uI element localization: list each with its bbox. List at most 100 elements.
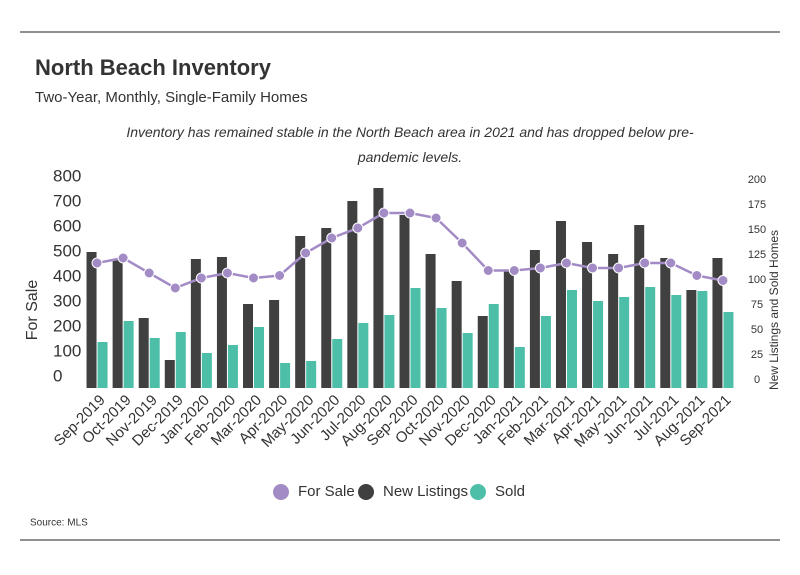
bar	[358, 323, 369, 388]
bar	[399, 215, 410, 388]
bar	[216, 257, 227, 388]
bar	[306, 361, 317, 388]
annotation: Inventory has remained stable in the Nor…	[126, 124, 694, 165]
bar	[384, 315, 395, 388]
bar	[201, 353, 212, 388]
bar	[686, 290, 697, 388]
y2-tick-label: 150	[748, 224, 766, 236]
bar	[332, 339, 343, 388]
legend-label: Sold	[495, 483, 525, 500]
point	[456, 237, 468, 249]
bar	[347, 201, 358, 388]
bar	[373, 188, 384, 388]
point	[404, 207, 416, 219]
y-tick-label: 200	[53, 316, 81, 335]
bar	[634, 225, 645, 388]
bar	[190, 259, 201, 388]
source: Source: MLS	[30, 518, 88, 529]
legend-swatch	[273, 484, 289, 500]
bar	[243, 304, 254, 388]
point	[248, 272, 260, 284]
point	[221, 267, 233, 279]
legend-label: New Listings	[383, 483, 468, 500]
bar	[97, 342, 108, 388]
bar	[112, 260, 123, 388]
bar	[123, 321, 134, 388]
point	[560, 257, 572, 269]
bar	[462, 333, 473, 388]
point	[534, 262, 546, 274]
bar	[86, 252, 97, 388]
bar	[295, 236, 306, 388]
y2-tick-label: 25	[751, 349, 763, 361]
y-tick-label: 700	[53, 191, 81, 210]
bar	[254, 327, 265, 388]
bar	[723, 312, 734, 388]
bar	[488, 304, 499, 388]
point	[508, 265, 520, 276]
bar	[529, 250, 540, 388]
y2-tick-label: 50	[751, 324, 763, 336]
y2-tick-label: 0	[754, 374, 760, 386]
point	[613, 262, 625, 274]
bar	[660, 258, 671, 388]
bar	[321, 228, 332, 388]
point	[665, 257, 677, 269]
bar	[269, 300, 280, 388]
legend-swatch	[358, 484, 374, 500]
bar	[410, 288, 421, 388]
bar	[164, 360, 175, 388]
y2-tick-label: 125	[748, 249, 766, 261]
y2-tick-label: 200	[748, 174, 766, 186]
bar	[175, 332, 186, 388]
bar	[608, 254, 619, 388]
bar	[582, 242, 593, 388]
y-tick-label: 100	[53, 341, 81, 360]
bar	[712, 258, 723, 388]
bar	[645, 287, 656, 388]
bar	[503, 270, 514, 388]
y2-axis-label: New Listings and Sold Homes	[767, 230, 781, 390]
point	[195, 272, 207, 284]
y2-tick-label: 75	[751, 299, 763, 311]
bar	[514, 347, 525, 388]
point	[378, 207, 390, 219]
y-tick-label: 0	[53, 366, 62, 385]
bar	[149, 338, 160, 388]
point	[691, 270, 703, 281]
point	[300, 247, 312, 259]
bar	[555, 221, 566, 388]
point	[326, 232, 338, 244]
point	[274, 270, 286, 281]
y-axis-label: For Sale	[24, 280, 41, 341]
y-tick-label: 300	[53, 291, 81, 310]
bar	[697, 291, 708, 388]
y-tick-label: 600	[53, 216, 81, 235]
bar	[280, 363, 291, 388]
bar	[138, 318, 149, 388]
chart-title: North Beach Inventory	[35, 55, 272, 80]
point	[587, 262, 599, 274]
point	[143, 267, 155, 279]
point	[117, 252, 129, 264]
bar	[477, 316, 488, 388]
y2-tick-label: 175	[748, 199, 766, 211]
y2-tick-label: 100	[748, 274, 766, 286]
y-tick-label: 800	[53, 166, 81, 185]
chart-subtitle: Two-Year, Monthly, Single-Family Homes	[35, 89, 308, 106]
bar	[619, 297, 630, 388]
y-tick-label: 400	[53, 266, 81, 285]
point	[482, 265, 494, 276]
legend-swatch	[470, 484, 486, 500]
point	[91, 257, 103, 269]
bar	[425, 254, 436, 388]
point	[639, 257, 651, 269]
y-tick-label: 500	[53, 241, 81, 260]
point	[717, 275, 729, 286]
bar	[436, 308, 447, 388]
bar	[540, 316, 551, 388]
point	[352, 222, 364, 234]
bar	[566, 290, 577, 388]
